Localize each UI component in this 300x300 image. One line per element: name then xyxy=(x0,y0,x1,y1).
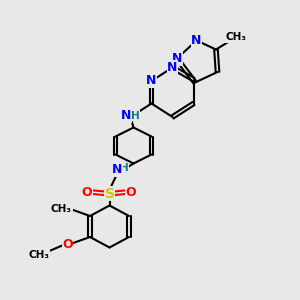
Text: O: O xyxy=(62,238,73,251)
Text: CH₃: CH₃ xyxy=(51,203,72,214)
Text: N: N xyxy=(167,61,178,74)
Text: N: N xyxy=(191,34,202,47)
Text: CH₃: CH₃ xyxy=(28,250,50,260)
Text: O: O xyxy=(125,185,136,199)
Text: S: S xyxy=(104,187,115,200)
Text: N: N xyxy=(121,109,131,122)
Text: CH₃: CH₃ xyxy=(225,32,246,43)
Text: H: H xyxy=(120,163,129,173)
Text: O: O xyxy=(82,185,92,199)
Text: N: N xyxy=(146,74,157,88)
Text: N: N xyxy=(112,163,122,176)
Text: H: H xyxy=(130,110,140,121)
Text: N: N xyxy=(172,52,182,65)
